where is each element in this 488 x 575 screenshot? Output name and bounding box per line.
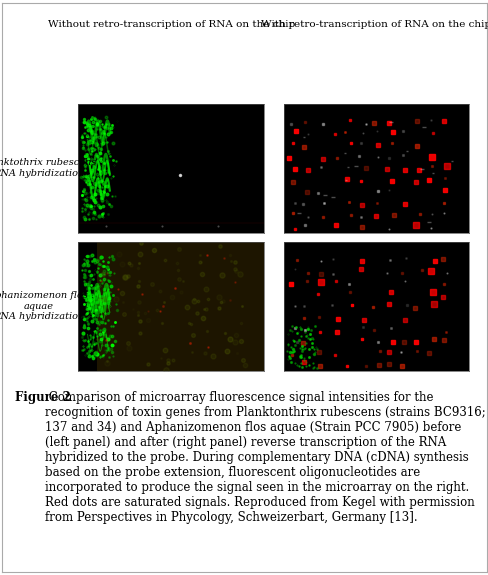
Text: Planktothrix rubescens
RNA hybridization: Planktothrix rubescens RNA hybridization — [0, 159, 96, 178]
Text: Without retro-transcription of RNA on the chip: Without retro-transcription of RNA on th… — [47, 20, 294, 29]
Text: Figure 2: Figure 2 — [15, 391, 70, 404]
Text: Aphanizomenon flos
aquae
RNA hybridization: Aphanizomenon flos aquae RNA hybridizati… — [0, 292, 89, 321]
Text: With retro-transcription of RNA on the chip: With retro-transcription of RNA on the c… — [261, 20, 488, 29]
Text: Comparison of microarray fluorescence signal intensities for the recognition of : Comparison of microarray fluorescence si… — [45, 391, 485, 524]
